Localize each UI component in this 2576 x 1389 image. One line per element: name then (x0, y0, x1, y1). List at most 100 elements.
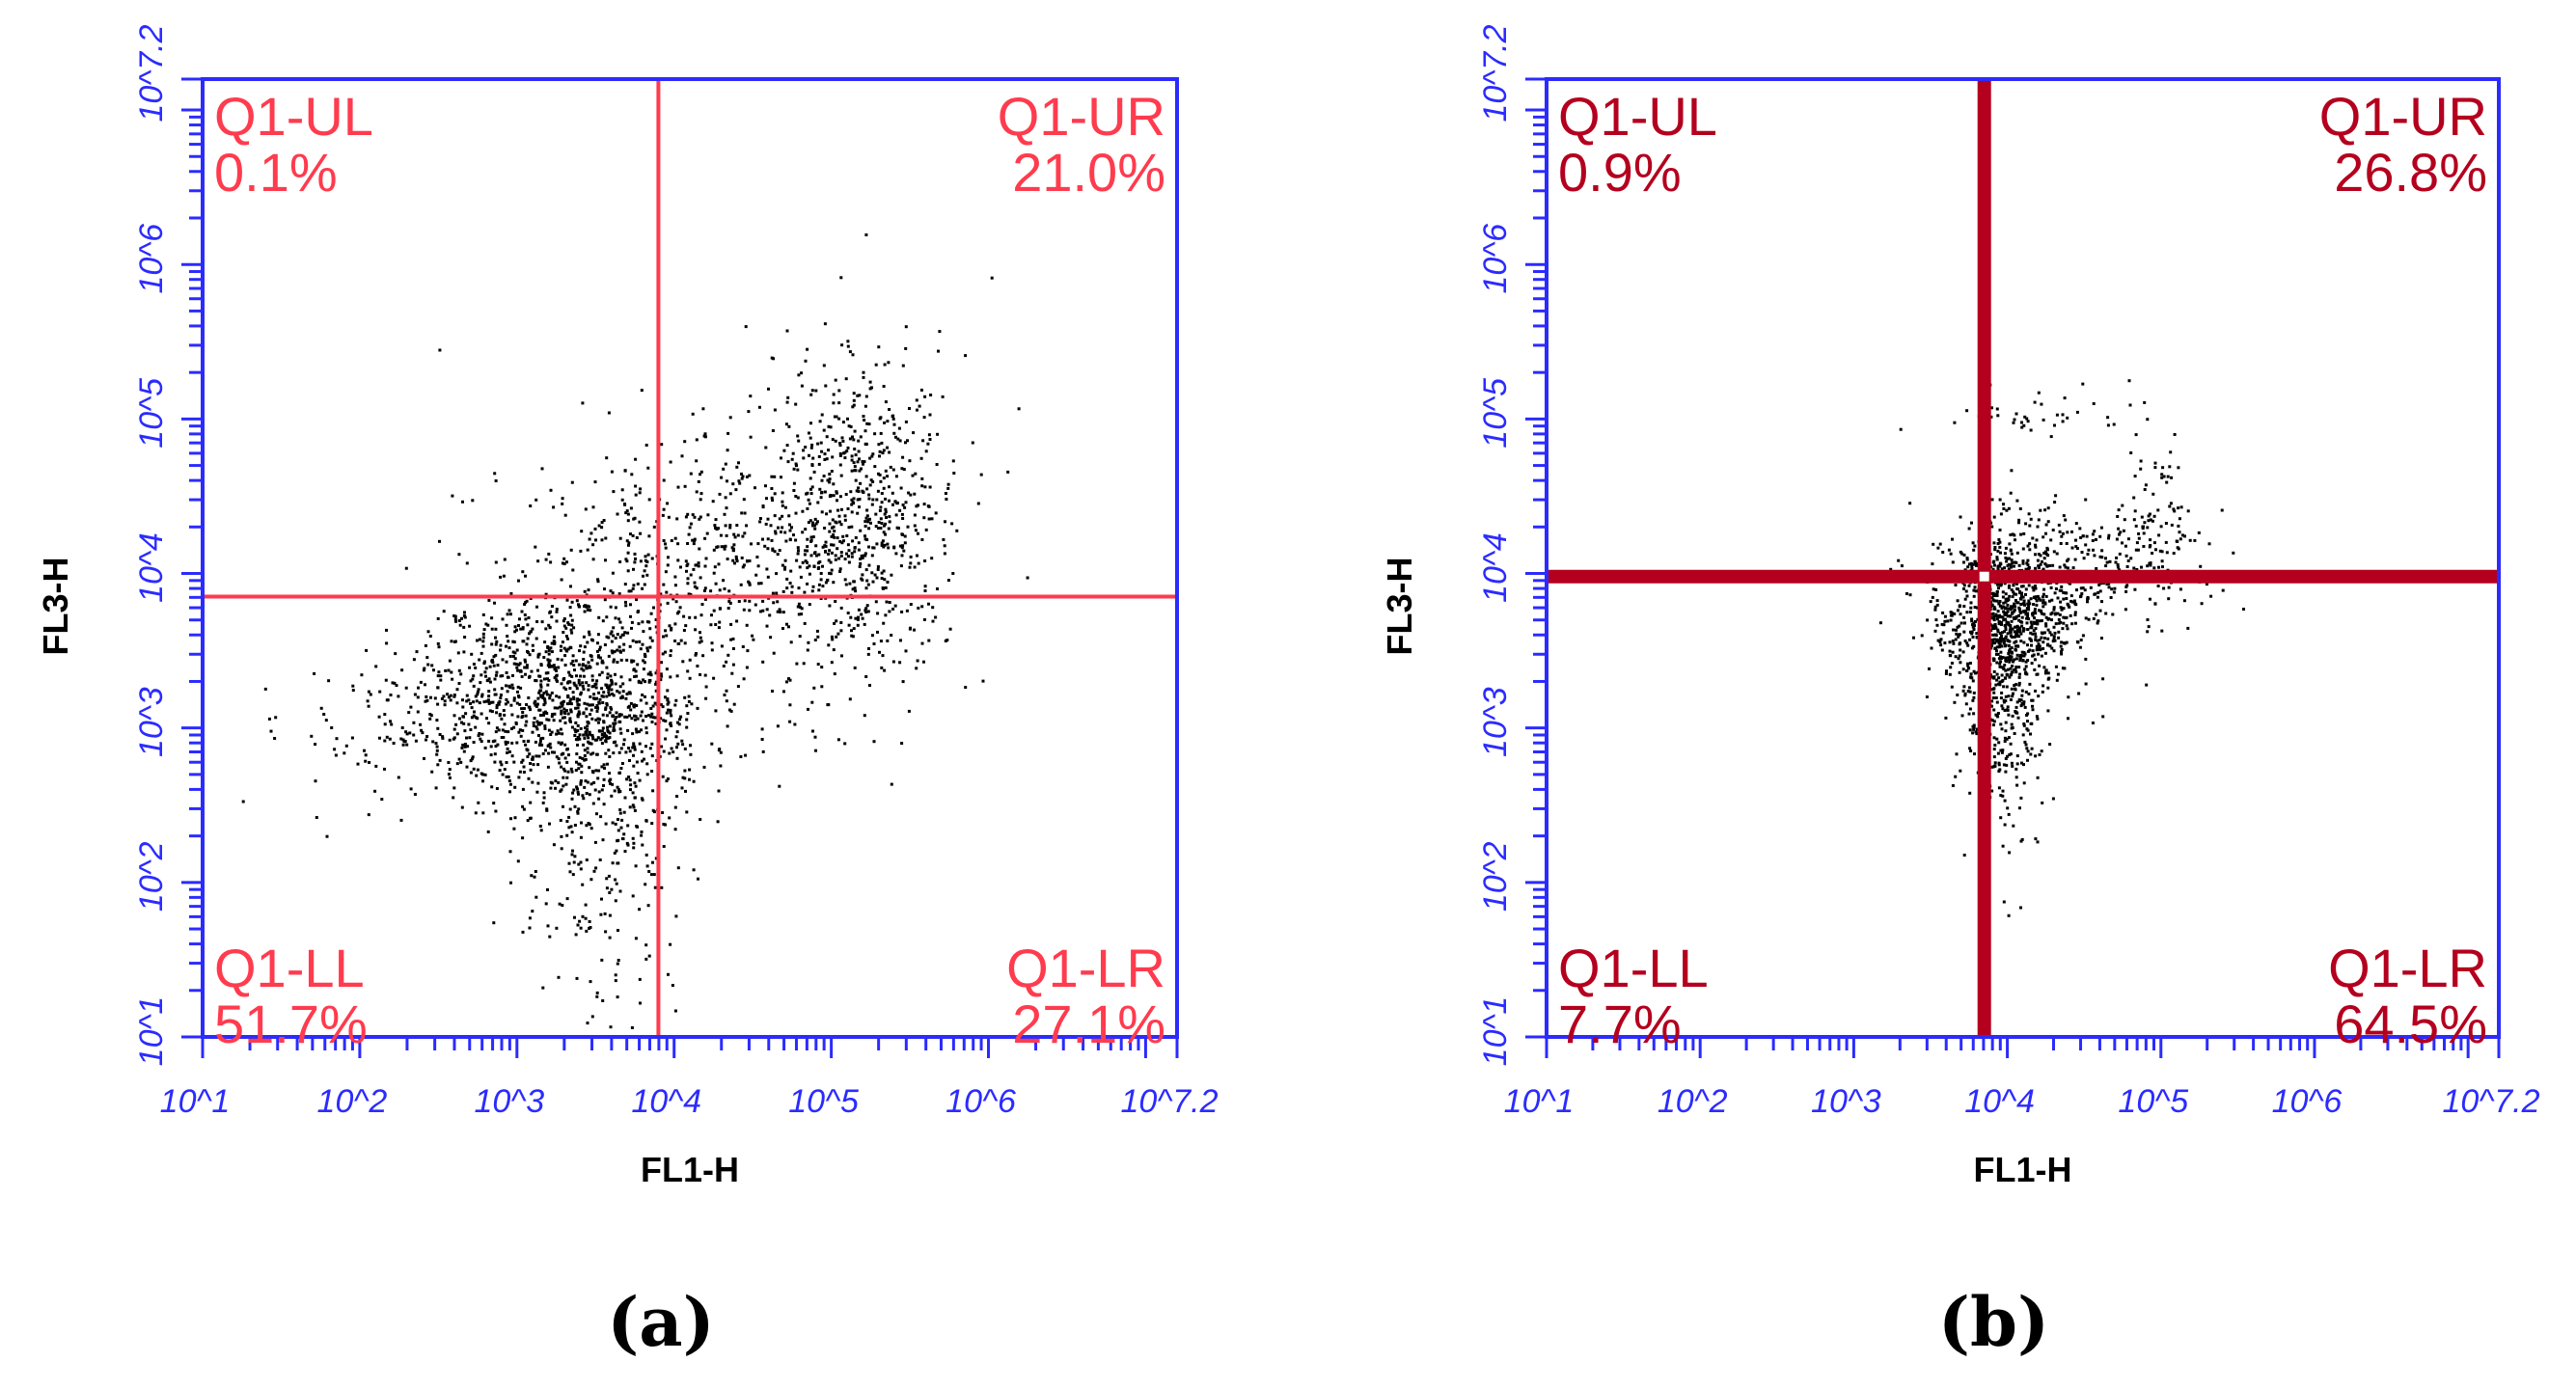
scatter-point (2116, 515, 2120, 518)
scatter-point (315, 816, 318, 819)
scatter-point (2124, 586, 2128, 588)
scatter-point (853, 550, 857, 554)
scatter-point (2019, 796, 2023, 800)
scatter-point (668, 751, 671, 755)
scatter-point (838, 570, 842, 573)
scatter-point (439, 678, 443, 682)
scatter-point (744, 753, 748, 757)
scatter-point (1998, 540, 2002, 544)
x-tick-label: 10^6 (2272, 1083, 2343, 1120)
scatter-point (1951, 784, 1955, 787)
scatter-point (630, 620, 634, 624)
scatter-point (606, 762, 609, 766)
scatter-point (761, 609, 765, 613)
scatter-point (2019, 656, 2023, 660)
scatter-point (1968, 662, 1972, 665)
scatter-point (699, 576, 702, 580)
y-tick-label: 10^6 (133, 224, 170, 294)
scatter-point (546, 646, 550, 649)
scatter-point (567, 826, 571, 830)
scatter-point (862, 490, 865, 494)
scatter-point (2084, 616, 2088, 620)
scatter-point (474, 694, 478, 698)
scatter-point (867, 545, 870, 549)
scatter-point (853, 429, 857, 433)
scatter-point (670, 628, 673, 632)
scatter-point (529, 816, 532, 820)
scatter-point (501, 773, 505, 776)
scatter-point (2081, 634, 2085, 638)
scatter-point (2242, 608, 2245, 611)
scatter-point (593, 527, 597, 531)
scatter-point (665, 634, 669, 638)
scatter-point (2074, 522, 2078, 526)
scatter-point (2024, 665, 2028, 668)
scatter-point (494, 479, 498, 482)
scatter-point (710, 641, 714, 645)
scatter-point (580, 821, 583, 825)
scatter-point (335, 737, 339, 741)
scatter-point (2143, 488, 2147, 491)
scatter-point (2039, 648, 2042, 652)
scatter-point (632, 705, 636, 709)
scatter-point (1968, 690, 1972, 694)
scatter-point (2003, 552, 2007, 556)
scatter-point (617, 592, 621, 596)
scatter-point (2033, 610, 2037, 613)
scatter-point (423, 756, 425, 760)
scatter-point (781, 611, 785, 614)
scatter-point (766, 537, 770, 541)
scatter-point (797, 586, 801, 590)
scatter-point (2107, 533, 2111, 537)
scatter-point (2147, 514, 2151, 518)
scatter-point (2128, 403, 2132, 407)
scatter-point (632, 668, 636, 672)
scatter-point (673, 622, 677, 626)
scatter-point (2200, 602, 2204, 606)
scatter-point (2046, 506, 2050, 510)
scatter-point (815, 629, 819, 633)
scatter-point (614, 899, 617, 903)
scatter-point (2129, 451, 2133, 454)
scatter-point (844, 583, 848, 586)
scatter-point (1964, 589, 1968, 593)
scatter-point (851, 405, 855, 409)
scatter-point (675, 730, 679, 734)
scatter-point (913, 492, 917, 496)
scatter-point (2046, 628, 2050, 632)
scatter-point (2003, 676, 2007, 680)
scatter-point (581, 681, 585, 685)
scatter-point (760, 738, 764, 741)
scatter-point (2056, 612, 2060, 615)
scatter-point (552, 843, 556, 847)
scatter-point (848, 582, 852, 586)
scatter-point (585, 929, 589, 933)
scatter-point (620, 695, 624, 699)
scatter-point (521, 711, 525, 714)
scatter-point (839, 523, 843, 527)
scatter-point (540, 467, 544, 471)
scatter-point (598, 673, 602, 677)
scatter-point (2026, 712, 2030, 716)
scatter-point (636, 717, 640, 721)
scatter-point (804, 359, 808, 363)
scatter-point (535, 605, 538, 609)
scatter-point (851, 635, 855, 639)
scatter-point (808, 431, 810, 435)
scatter-point (717, 562, 721, 566)
scatter-point (645, 773, 649, 776)
scatter-point (452, 694, 456, 696)
scatter-point (729, 709, 733, 713)
scatter-point (808, 436, 812, 440)
scatter-point (594, 686, 598, 690)
scatter-point (745, 524, 749, 528)
scatter-point (1996, 628, 2000, 632)
scatter-point (1974, 589, 1978, 593)
scatter-point (863, 534, 866, 538)
scatter-point (832, 543, 836, 547)
scatter-point (2052, 649, 2056, 653)
scatter-point (868, 380, 872, 384)
scatter-point (907, 491, 911, 495)
scatter-point (515, 666, 519, 669)
scatter-point (2024, 690, 2028, 694)
